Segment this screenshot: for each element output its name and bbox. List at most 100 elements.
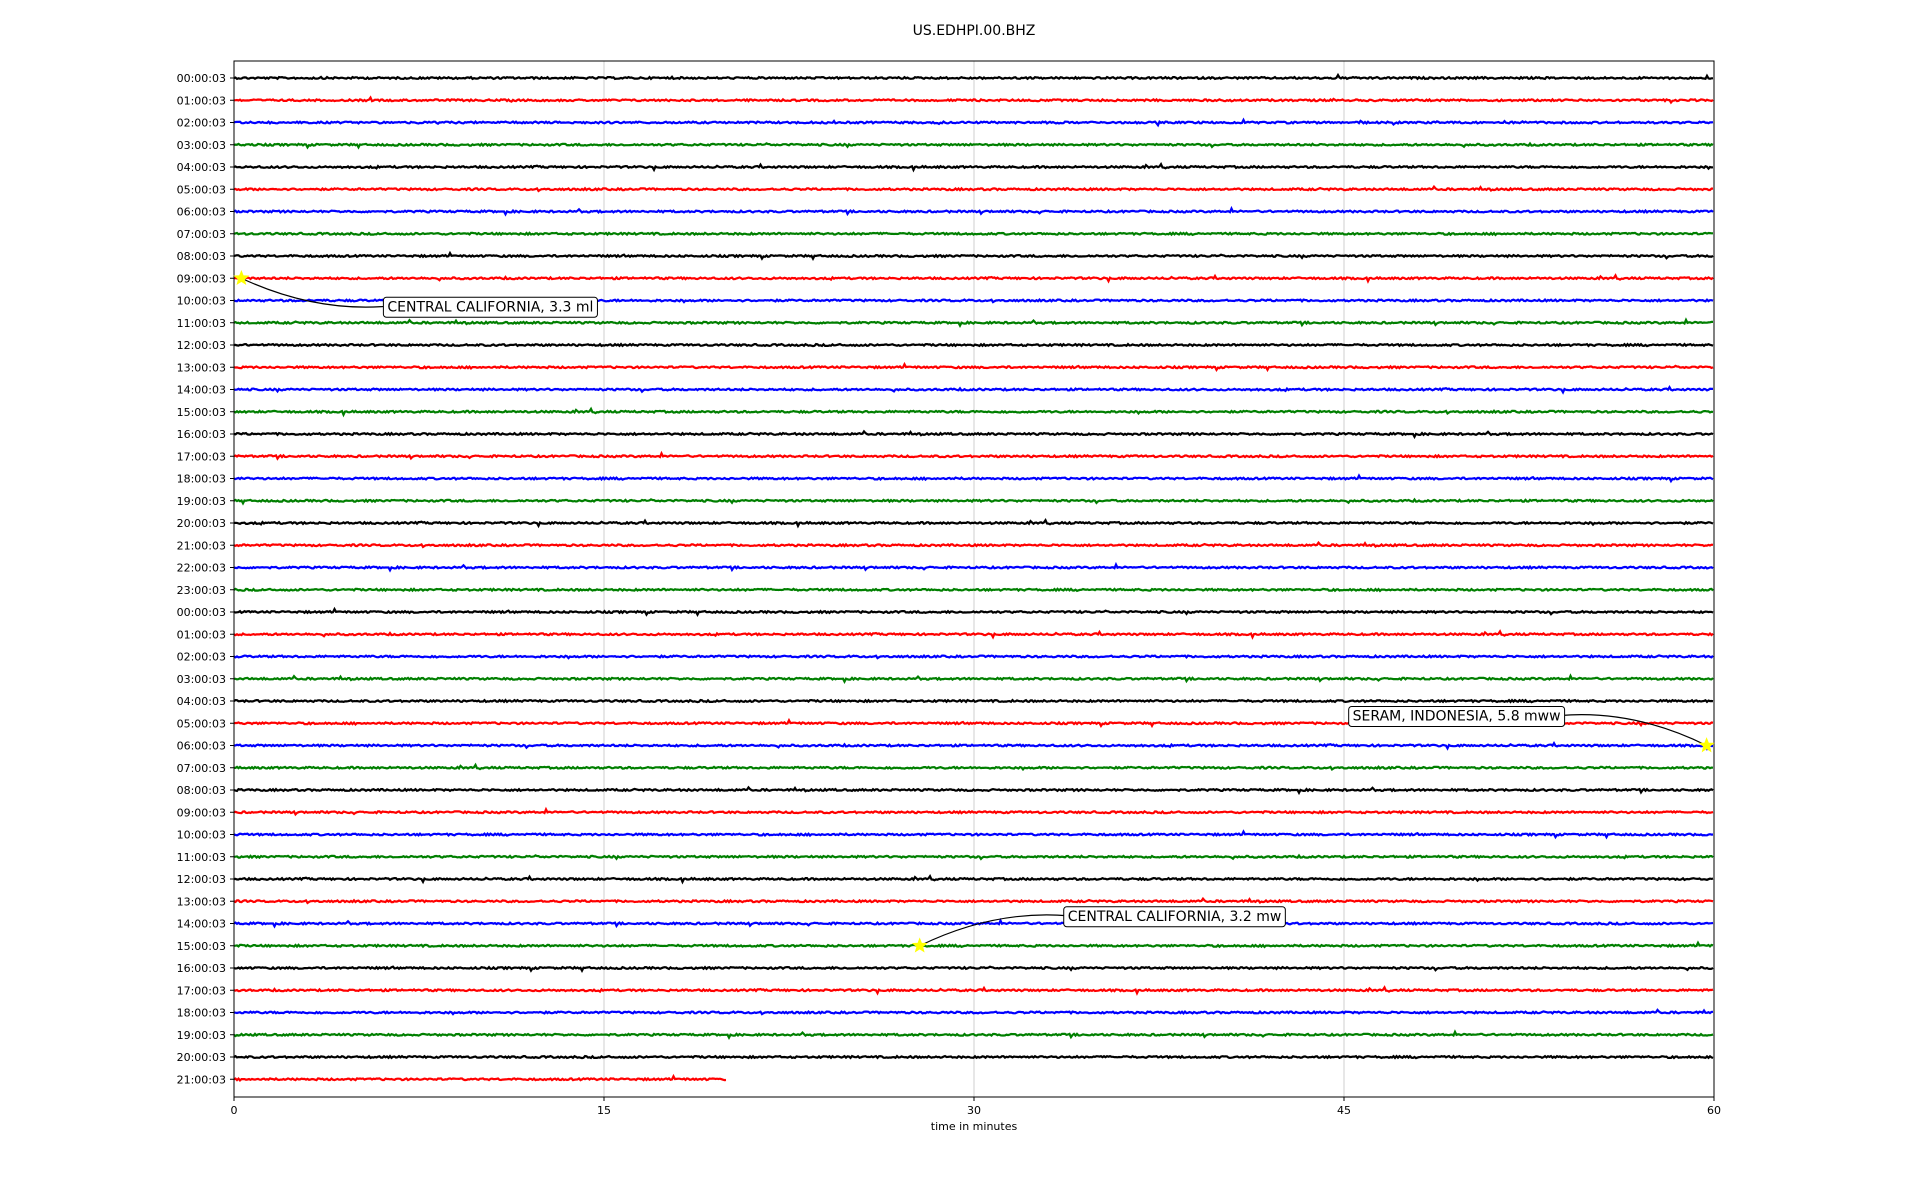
row-time-label: 13:00:03 xyxy=(177,895,226,908)
row-time-label: 19:00:03 xyxy=(177,1029,226,1042)
row-time-label: 10:00:03 xyxy=(177,295,226,308)
row-time-label: 14:00:03 xyxy=(177,384,226,397)
event-connector xyxy=(241,277,388,308)
row-time-label: 12:00:03 xyxy=(177,873,226,886)
row-time-label: 17:00:03 xyxy=(177,450,226,463)
row-time-label: 12:00:03 xyxy=(177,339,226,352)
trace-row xyxy=(233,540,1714,549)
row-time-label: 05:00:03 xyxy=(177,183,226,196)
trace-row xyxy=(233,141,1714,150)
row-time-label: 03:00:03 xyxy=(177,139,226,152)
row-time-label: 16:00:03 xyxy=(177,428,226,441)
event-label: SERAM, INDONESIA, 5.8 mww xyxy=(1353,709,1561,725)
trace-row xyxy=(233,762,1714,772)
trace-row xyxy=(233,231,1713,237)
row-time-label: 09:00:03 xyxy=(177,272,226,285)
trace-row xyxy=(233,1054,1714,1060)
row-time-label: 19:00:03 xyxy=(177,495,226,508)
chart-title: US.EDHPI.00.BHZ xyxy=(913,23,1036,39)
row-time-label: 16:00:03 xyxy=(177,962,226,975)
trace-row xyxy=(233,205,1714,217)
trace-row xyxy=(233,250,1714,261)
row-time-label: 01:00:03 xyxy=(177,94,226,107)
trace-row xyxy=(233,406,1714,418)
trace-row xyxy=(233,917,1714,929)
row-time-label: 02:00:03 xyxy=(177,651,226,664)
row-time-label: 21:00:03 xyxy=(177,1073,226,1086)
row-time-label: 10:00:03 xyxy=(177,829,226,842)
event-label: CENTRAL CALIFORNIA, 3.2 mw xyxy=(1068,909,1282,925)
row-time-label: 20:00:03 xyxy=(177,1051,226,1064)
vertical-grid xyxy=(603,61,1345,1097)
event-star-icon xyxy=(911,937,928,953)
trace-row xyxy=(233,117,1714,128)
row-time-label: 15:00:03 xyxy=(177,406,226,419)
event-annotation: CENTRAL CALIFORNIA, 3.3 ml xyxy=(233,269,598,318)
trace-row xyxy=(233,629,1714,640)
trace-row xyxy=(233,806,1714,817)
trace-row xyxy=(233,385,1713,395)
row-time-label: 22:00:03 xyxy=(177,562,226,575)
event-label-box xyxy=(1348,706,1566,727)
row-time-label: 07:00:03 xyxy=(177,228,226,241)
row-time-label: 02:00:03 xyxy=(177,117,226,130)
trace-row xyxy=(233,342,1714,348)
row-time-label: 06:00:03 xyxy=(177,206,226,219)
row-time-label: 01:00:03 xyxy=(177,628,226,641)
row-time-label: 08:00:03 xyxy=(177,250,226,263)
row-time-label: 09:00:03 xyxy=(177,806,226,819)
trace-row xyxy=(233,1073,727,1082)
trace-row xyxy=(233,698,1714,704)
trace-row xyxy=(233,450,1714,461)
row-time-labels: 00:00:03 01:00:03 02:00:03 03:00:03 04:00:03… xyxy=(177,72,234,1086)
x-tick-label: 30 xyxy=(967,1104,981,1117)
x-axis-ticks: 0 15 30 45 60 xyxy=(231,1097,1721,1117)
x-tick-label: 15 xyxy=(597,1104,611,1117)
event-label: CENTRAL CALIFORNIA, 3.3 ml xyxy=(387,299,593,315)
row-time-label: 18:00:03 xyxy=(177,1007,226,1020)
trace-row xyxy=(233,361,1714,373)
row-time-label: 06:00:03 xyxy=(177,740,226,753)
trace-row xyxy=(233,1008,1714,1016)
row-time-label: 07:00:03 xyxy=(177,762,226,775)
row-time-label: 05:00:03 xyxy=(177,717,226,730)
row-time-label: 00:00:03 xyxy=(177,72,226,85)
x-axis-label: time in minutes xyxy=(931,1120,1018,1133)
trace-row xyxy=(233,653,1714,660)
row-time-label: 20:00:03 xyxy=(177,517,226,530)
row-time-label: 23:00:03 xyxy=(177,584,226,597)
trace-row xyxy=(233,741,1713,752)
trace-row xyxy=(233,606,1714,617)
row-time-label: 08:00:03 xyxy=(177,784,226,797)
trace-row xyxy=(233,873,1714,885)
plot-frame xyxy=(233,60,1715,1098)
trace-row xyxy=(233,184,1713,193)
trace-row xyxy=(233,429,1714,440)
row-time-label: 11:00:03 xyxy=(177,851,226,864)
trace-row xyxy=(233,785,1714,796)
event-connector xyxy=(919,914,1068,947)
trace-row xyxy=(233,965,1714,973)
event-star-icon xyxy=(233,269,250,285)
trace-row xyxy=(233,985,1714,996)
row-time-label: 03:00:03 xyxy=(177,673,226,686)
x-tick-label: 0 xyxy=(231,1104,238,1117)
trace-row xyxy=(233,940,1714,949)
row-time-label: 17:00:03 xyxy=(177,984,226,997)
row-time-label: 15:00:03 xyxy=(177,940,226,953)
row-time-label: 14:00:03 xyxy=(177,918,226,931)
trace-row xyxy=(233,853,1714,861)
trace-row xyxy=(233,473,1714,484)
trace-row xyxy=(233,517,1714,529)
row-time-label: 04:00:03 xyxy=(177,161,226,174)
event-annotation: SERAM, INDONESIA, 5.8 mww xyxy=(1348,706,1715,753)
seismogram-traces xyxy=(233,72,1714,1082)
trace-row xyxy=(233,72,1713,81)
row-time-label: 00:00:03 xyxy=(177,606,226,619)
trace-row xyxy=(233,95,1714,105)
event-annotations: CENTRAL CALIFORNIA, 3.3 ml SERAM, INDONES… xyxy=(233,269,1715,953)
row-time-label: 11:00:03 xyxy=(177,317,226,330)
trace-row xyxy=(233,587,1714,593)
event-label-box xyxy=(1063,906,1286,928)
row-time-label: 18:00:03 xyxy=(177,473,226,486)
